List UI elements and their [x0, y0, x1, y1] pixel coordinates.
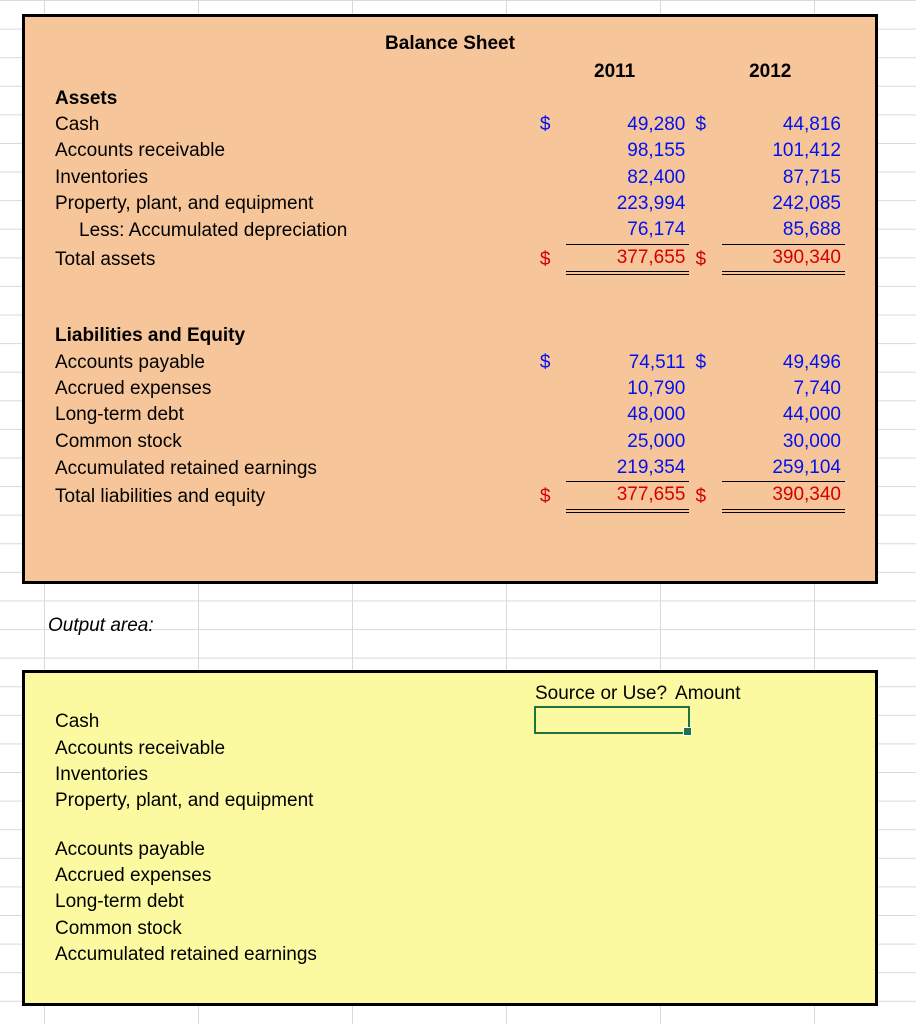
cell-value[interactable]: 377,655 [566, 244, 689, 273]
active-cell-selection[interactable] [534, 706, 690, 734]
cell-value[interactable]: 44,816 [722, 112, 845, 138]
year-header-row: 2011 2012 [55, 59, 845, 85]
cell-value[interactable]: 10,790 [566, 376, 689, 402]
output-row: Inventories [55, 762, 845, 788]
output-area-label: Output area: [48, 615, 154, 637]
liabilities-heading: Liabilities and Equity [55, 323, 540, 349]
row-label: Accrued expenses [55, 376, 540, 402]
output-row: Property, plant, and equipment [55, 788, 845, 814]
output-row: Accumulated retained earnings [55, 942, 845, 968]
assets-total-row: Total assets $ 377,655 $ 390,340 [55, 244, 845, 273]
row-label: Inventories [55, 165, 540, 191]
cell-value[interactable]: 25,000 [566, 429, 689, 455]
currency-symbol: $ [695, 244, 721, 273]
cell-value[interactable]: 101,412 [722, 138, 845, 164]
cell-value[interactable]: 49,280 [566, 112, 689, 138]
row-label: Accumulated retained earnings [55, 455, 540, 482]
row-label: Accounts receivable [55, 138, 540, 164]
col-header-source-use: Source or Use? [535, 683, 667, 705]
currency-symbol: $ [695, 349, 721, 375]
balance-sheet-table: 2011 2012 Assets Cash $ 49,280 $ 44,816 … [55, 59, 845, 513]
currency-symbol: $ [695, 482, 721, 511]
output-panel: Source or Use? Amount Cash Accounts rece… [22, 670, 878, 1006]
cell-value[interactable]: 87,715 [722, 165, 845, 191]
row-label: Total assets [55, 244, 540, 273]
cell-value[interactable]: 76,174 [566, 217, 689, 244]
currency-symbol: $ [540, 244, 566, 273]
cell-value[interactable]: 259,104 [722, 455, 845, 482]
cell-value[interactable]: 377,655 [566, 482, 689, 511]
cell-value[interactable]: 242,085 [722, 191, 845, 217]
currency-symbol: $ [695, 112, 721, 138]
output-row: Common stock [55, 916, 845, 942]
output-row: Accrued expenses [55, 863, 845, 889]
cell-value[interactable]: 44,000 [722, 402, 845, 428]
cell-value[interactable]: 82,400 [566, 165, 689, 191]
balance-sheet-panel: Balance Sheet 2011 2012 Assets Cash $ 49… [22, 14, 878, 584]
col-header-2012: 2012 [695, 59, 845, 85]
cell-value[interactable]: 85,688 [722, 217, 845, 244]
output-header-row: Source or Use? Amount [55, 683, 845, 705]
col-header-amount: Amount [675, 683, 740, 705]
cell-value[interactable]: 390,340 [722, 482, 845, 511]
cell-value[interactable]: 7,740 [722, 376, 845, 402]
output-row: Accounts payable [55, 837, 845, 863]
row-label: Total liabilities and equity [55, 482, 540, 511]
table-row: Common stock 25,000 30,000 [55, 429, 845, 455]
sheet-title: Balance Sheet [240, 33, 660, 55]
row-label: Property, plant, and equipment [55, 191, 540, 217]
row-label: Cash [55, 112, 540, 138]
cell-value[interactable]: 74,511 [566, 349, 689, 375]
row-label: Less: Accumulated depreciation [55, 217, 540, 244]
table-row: Long-term debt 48,000 44,000 [55, 402, 845, 428]
table-row: Less: Accumulated depreciation 76,174 85… [55, 217, 845, 244]
cell-value[interactable]: 48,000 [566, 402, 689, 428]
output-row: Accounts receivable [55, 735, 845, 761]
table-row: Property, plant, and equipment 223,994 2… [55, 191, 845, 217]
table-row: Accounts payable $ 74,511 $ 49,496 [55, 349, 845, 375]
table-row: Accrued expenses 10,790 7,740 [55, 376, 845, 402]
row-label: Accounts payable [55, 349, 540, 375]
cell-value[interactable]: 30,000 [722, 429, 845, 455]
row-label: Long-term debt [55, 402, 540, 428]
currency-symbol: $ [540, 349, 566, 375]
table-row: Accumulated retained earnings 219,354 25… [55, 455, 845, 482]
cell-value[interactable]: 219,354 [566, 455, 689, 482]
assets-heading: Assets [55, 85, 540, 111]
table-row: Accounts receivable 98,155 101,412 [55, 138, 845, 164]
currency-symbol: $ [540, 482, 566, 511]
row-label: Common stock [55, 429, 540, 455]
cell-value[interactable]: 223,994 [566, 191, 689, 217]
col-header-2011: 2011 [540, 59, 690, 85]
cell-value[interactable]: 390,340 [722, 244, 845, 273]
currency-symbol: $ [540, 112, 566, 138]
table-row: Inventories 82,400 87,715 [55, 165, 845, 191]
output-row: Long-term debt [55, 889, 845, 915]
table-row: Cash $ 49,280 $ 44,816 [55, 112, 845, 138]
output-row: Cash [55, 709, 845, 735]
liabilities-total-row: Total liabilities and equity $ 377,655 $… [55, 482, 845, 511]
cell-value[interactable]: 49,496 [722, 349, 845, 375]
cell-value[interactable]: 98,155 [566, 138, 689, 164]
